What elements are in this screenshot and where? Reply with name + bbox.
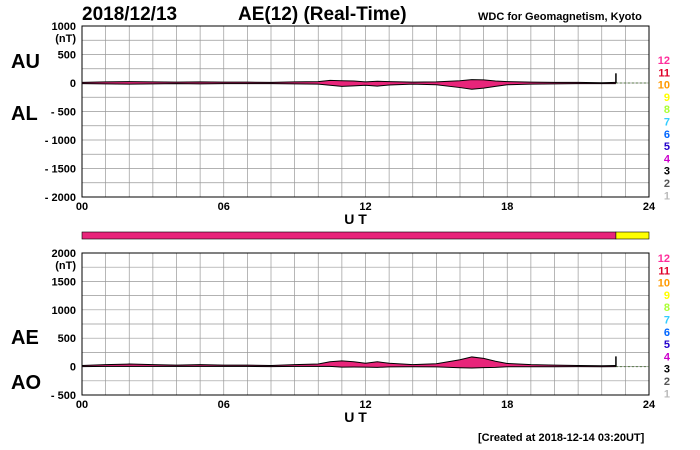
data-source: WDC for Geomagnetism, Kyoto	[478, 11, 642, 23]
au-al-series-al	[81, 83, 616, 90]
ae-ao-legend-entry: 9	[664, 290, 670, 302]
panel2-label-ao: AO	[11, 372, 41, 394]
ae-ao-xtick-label: 00	[76, 399, 88, 411]
au-al-legend-entry: 12	[658, 55, 670, 67]
ae-ao-legend-entry: 12	[658, 253, 670, 265]
panel1-label-au: AU	[11, 51, 40, 73]
au-al-frame	[81, 25, 650, 198]
created-timestamp: [Created at 2018-12-14 03:20UT]	[478, 432, 645, 444]
au-al-legend-entry: 5	[664, 141, 670, 153]
au-al-xtick-label: 06	[218, 201, 230, 213]
au-al-ytick-label: - 1500	[45, 164, 76, 176]
ae-ao-unit-label: (nT)	[55, 260, 76, 272]
au-al-xtick-label: 12	[359, 201, 371, 213]
au-al-legend-entry: 10	[658, 80, 670, 92]
ae-ao-ytick-label: - 500	[51, 390, 76, 402]
au-al-xtick-label: 00	[76, 201, 88, 213]
au-al-legend-entry: 8	[664, 104, 670, 116]
ae-ao-series-ae	[81, 356, 616, 367]
ae-ao-legend-entry: 6	[664, 327, 670, 339]
au-al-legend-entry: 2	[664, 178, 670, 190]
ae-ao-series-ao	[81, 365, 616, 369]
au-al-ytick-label: - 1000	[45, 135, 76, 147]
ae-ao-xtick-label: 12	[359, 399, 371, 411]
au-al-legend-entry: 6	[664, 129, 670, 141]
ae-ao-xtick-label: 24	[643, 399, 656, 411]
station-count-bar-segment	[81, 231, 617, 240]
ae-ao-xaxis-label: U T	[344, 409, 367, 425]
ae-ao-ytick-label: 2000	[52, 248, 76, 260]
ae-ao-xtick-label: 06	[218, 399, 230, 411]
au-al-legend-entry: 9	[664, 92, 670, 104]
ae-ao-legend-entry: 5	[664, 339, 670, 351]
chart-title: AE(12) (Real-Time)	[238, 4, 407, 25]
ae-ao-legend-entry: 3	[664, 364, 670, 376]
au-al-band-fill	[82, 79, 616, 90]
panel2-label-ae: AE	[11, 327, 39, 349]
ae-ao-ytick-label: 1000	[52, 305, 76, 317]
au-al-ytick-label: 500	[58, 50, 76, 62]
ae-ao-ytick-label: 0	[70, 362, 76, 374]
au-al-unit-label: (nT)	[55, 33, 76, 45]
au-al-legend-entry: 11	[658, 67, 670, 79]
chart-date: 2018/12/13	[82, 4, 178, 25]
au-al-ytick-label: 0	[70, 78, 76, 90]
station-count-bar-segment	[615, 231, 650, 240]
au-al-xtick-label: 18	[501, 201, 513, 213]
ae-ao-legend-entry: 2	[664, 376, 670, 388]
au-al-legend-entry: 7	[664, 117, 670, 129]
panel1-label-al: AL	[11, 103, 38, 125]
ae-ao-legend-entry: 11	[658, 265, 670, 277]
ae-ao-legend-entry: 10	[658, 278, 670, 290]
ae-ao-legend-entry: 7	[664, 315, 670, 327]
au-al-xtick-label: 24	[643, 201, 656, 213]
au-al-series-au	[81, 79, 616, 84]
au-al-ytick-label: - 500	[51, 107, 76, 119]
au-al-ytick-label: 1000	[52, 21, 76, 33]
au-al-legend-entry: 4	[664, 153, 671, 165]
ae-ao-frame	[81, 252, 650, 396]
ae-ao-xtick-label: 18	[501, 399, 513, 411]
au-al-ytick-label: - 2000	[45, 192, 76, 204]
au-al-legend-entry: 1	[664, 190, 670, 202]
ae-ao-legend-entry: 1	[664, 388, 670, 400]
ae-ao-legend-entry: 8	[664, 302, 670, 314]
au-al-xaxis-label: U T	[344, 211, 367, 227]
au-al-legend-entry: 3	[664, 166, 670, 178]
ae-ao-ytick-label: 1500	[52, 276, 76, 288]
ae-ao-legend-entry: 4	[664, 351, 671, 363]
ae-ao-ytick-label: 500	[58, 333, 76, 345]
